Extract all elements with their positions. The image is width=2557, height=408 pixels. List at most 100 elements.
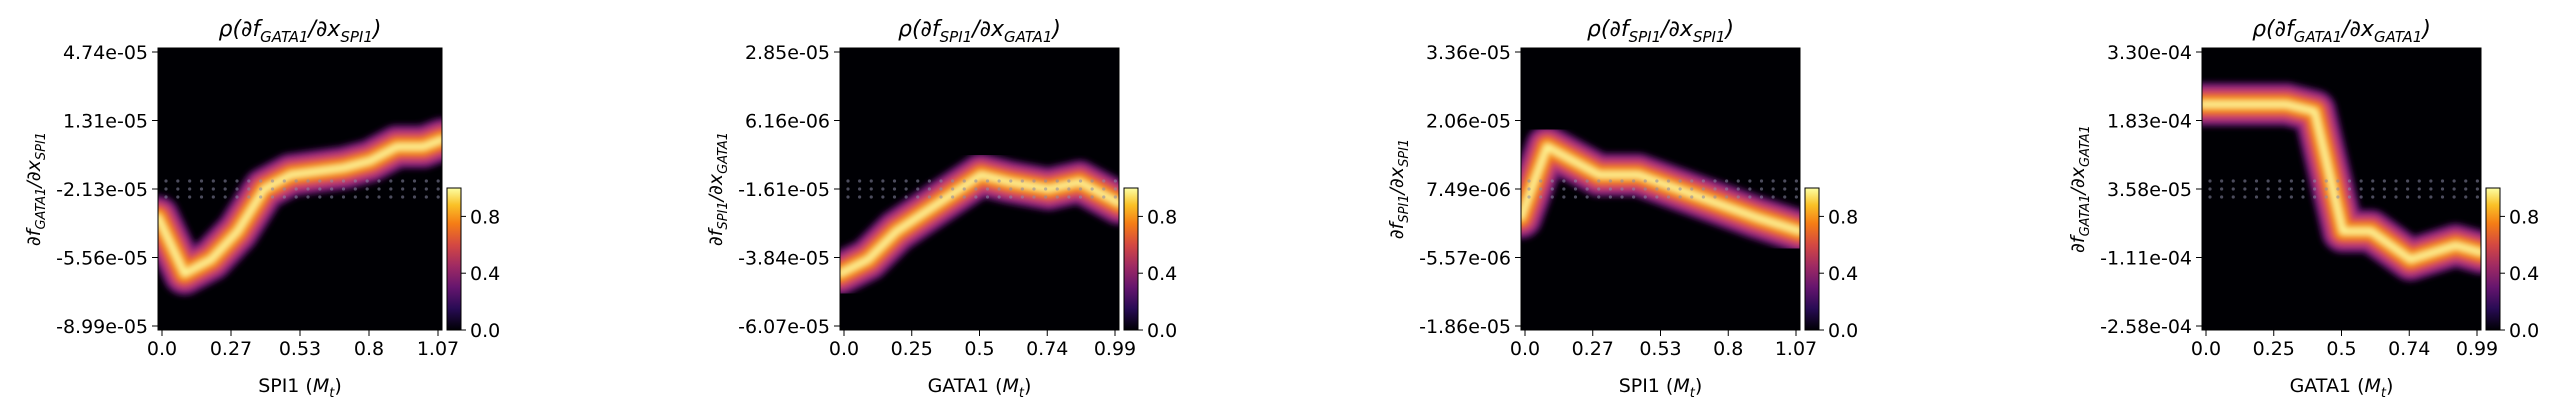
sample-dot [2347, 187, 2352, 191]
sample-dot [1690, 195, 1694, 199]
sample-dot [259, 187, 263, 191]
x-tick-label: 1.07 [417, 338, 459, 360]
sample-dot [2359, 195, 2363, 199]
sample-dot [1113, 187, 1117, 191]
sample-dot [2254, 187, 2259, 191]
sample-dot [1550, 179, 1554, 183]
sample-dot [318, 195, 322, 199]
sample-dot [247, 187, 251, 191]
y-axis-label: ∂fSPI1/∂xSPI1 [1386, 139, 1412, 239]
sample-dot [1113, 195, 1117, 199]
sample-dot [2406, 179, 2410, 183]
sample-dot [1759, 187, 1764, 191]
sample-dot [2266, 187, 2270, 191]
sample-dot [353, 179, 357, 183]
y-tick-label: -2.58e-04 [2100, 316, 2192, 338]
sample-dot [1643, 195, 1647, 199]
sample-dot [199, 179, 204, 183]
sample-dot [1701, 187, 1705, 191]
subplot-3: 0.0 0.27 0.53 0.8 1.07 3.36e-05 2.06e-05 7.49e-… [1386, 17, 1858, 401]
sample-dot [1608, 195, 1612, 199]
x-tick-label: 0.0 [1510, 338, 1540, 360]
sample-dot [365, 187, 369, 191]
sample-dot [1078, 179, 1083, 183]
sample-dot [2278, 179, 2282, 183]
sample-dot [962, 179, 966, 183]
subplot-2: 0.0 0.25 0.5 0.74 0.99 2.85e-05 6.16e-06 -1.61e… [705, 17, 1177, 401]
x-tick-label: 0.5 [2326, 338, 2356, 360]
sample-dot [282, 187, 286, 191]
sample-dot [2313, 187, 2317, 191]
sample-dot [2266, 179, 2270, 183]
sample-dot [1032, 187, 1036, 191]
sample-dot [904, 179, 908, 183]
sample-dot [318, 179, 322, 183]
sample-dot [2208, 187, 2212, 191]
density-band-5 [840, 172, 1119, 277]
sample-dot [1067, 195, 1071, 199]
sample-dot [1620, 179, 1624, 183]
sample-dot [1539, 179, 1543, 183]
sample-dot [2324, 195, 2328, 199]
sample-dot [401, 179, 405, 183]
sample-dot [2336, 195, 2340, 199]
sample-dot [974, 179, 978, 183]
sample-dot [2278, 187, 2282, 191]
sample-dot [341, 187, 346, 191]
sample-dot [985, 195, 990, 199]
sample-dot [2417, 195, 2421, 199]
sample-dot [2359, 179, 2363, 183]
sample-dot [1009, 195, 1013, 199]
sample-dot [2313, 179, 2317, 183]
sample-dot [1783, 195, 1787, 199]
sample-dot [2347, 179, 2352, 183]
sample-dot [892, 195, 897, 199]
sample-dot [1562, 179, 1566, 183]
sample-dot [389, 179, 393, 183]
sample-dot [294, 195, 298, 199]
sample-dot [1725, 187, 1729, 191]
sample-dot [1090, 179, 1094, 183]
sample-dot [353, 195, 357, 199]
sample-dot [2475, 179, 2479, 183]
colorbar-tick-label: 0.4 [1828, 263, 1858, 285]
sample-dot [858, 179, 862, 183]
sample-dot [1701, 179, 1705, 183]
sample-dot [2394, 195, 2398, 199]
sample-dot [869, 179, 873, 183]
sample-dot [2243, 195, 2247, 199]
sample-dot [211, 195, 215, 199]
sample-dot [846, 187, 850, 191]
subplot-1: 0.0 0.27 0.53 0.8 1.07 4.74e-05 1.31e-05 -2.13e… [23, 17, 500, 401]
sample-dot [1783, 187, 1787, 191]
sample-dot [259, 195, 263, 199]
sample-dot [1102, 187, 1106, 191]
density-band-5 [2202, 101, 2481, 262]
x-tick-label: 0.0 [2191, 338, 2221, 360]
sample-dot [341, 179, 346, 183]
sample-dot [1585, 195, 1589, 199]
y-tick-label: 2.85e-05 [745, 42, 830, 64]
sample-dot [1527, 195, 1531, 199]
sample-dot [436, 187, 440, 191]
x-tick-label: 0.0 [829, 338, 859, 360]
sample-dot [1771, 187, 1775, 191]
sample-dot [2429, 187, 2433, 191]
sample-dot [2440, 195, 2445, 199]
x-tick-label: 0.27 [1572, 338, 1614, 360]
sample-dot [235, 195, 239, 199]
sample-dot [211, 179, 215, 183]
sample-dot [436, 179, 440, 183]
sample-dot [1573, 195, 1578, 199]
sample-dot [1102, 195, 1106, 199]
y-tick-label: 7.49e-06 [1426, 179, 1511, 201]
sample-dot [1078, 187, 1083, 191]
sample-dot [2382, 187, 2386, 191]
sample-dot [247, 179, 251, 183]
sample-dot [997, 195, 1001, 199]
sample-dot [1055, 187, 1059, 191]
sample-dot [223, 195, 227, 199]
sample-dot [211, 187, 215, 191]
colorbar-tick-label: 0.4 [1147, 263, 1177, 285]
